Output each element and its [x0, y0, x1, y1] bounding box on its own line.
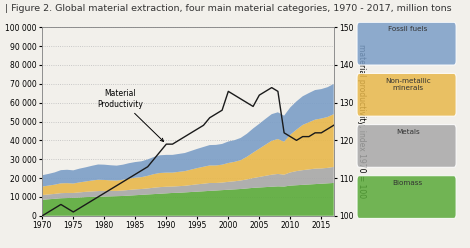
Y-axis label: material productivity, index 1970 = 100: material productivity, index 1970 = 100: [357, 44, 366, 199]
FancyBboxPatch shape: [357, 73, 456, 116]
Y-axis label: extraction, million tonnes: extraction, million tonnes: [0, 72, 2, 171]
Text: Material
Productivity: Material Productivity: [97, 89, 164, 141]
FancyBboxPatch shape: [357, 176, 456, 218]
Text: Biomass: Biomass: [392, 180, 423, 186]
FancyBboxPatch shape: [357, 124, 456, 167]
Text: | Figure 2. Global material extraction, four main material categories, 1970 - 20: | Figure 2. Global material extraction, …: [5, 4, 451, 13]
Text: Fossil fuels: Fossil fuels: [388, 26, 427, 32]
Text: Non-metallic
minerals: Non-metallic minerals: [385, 78, 431, 91]
Text: Metals: Metals: [396, 129, 420, 135]
FancyBboxPatch shape: [357, 22, 456, 65]
